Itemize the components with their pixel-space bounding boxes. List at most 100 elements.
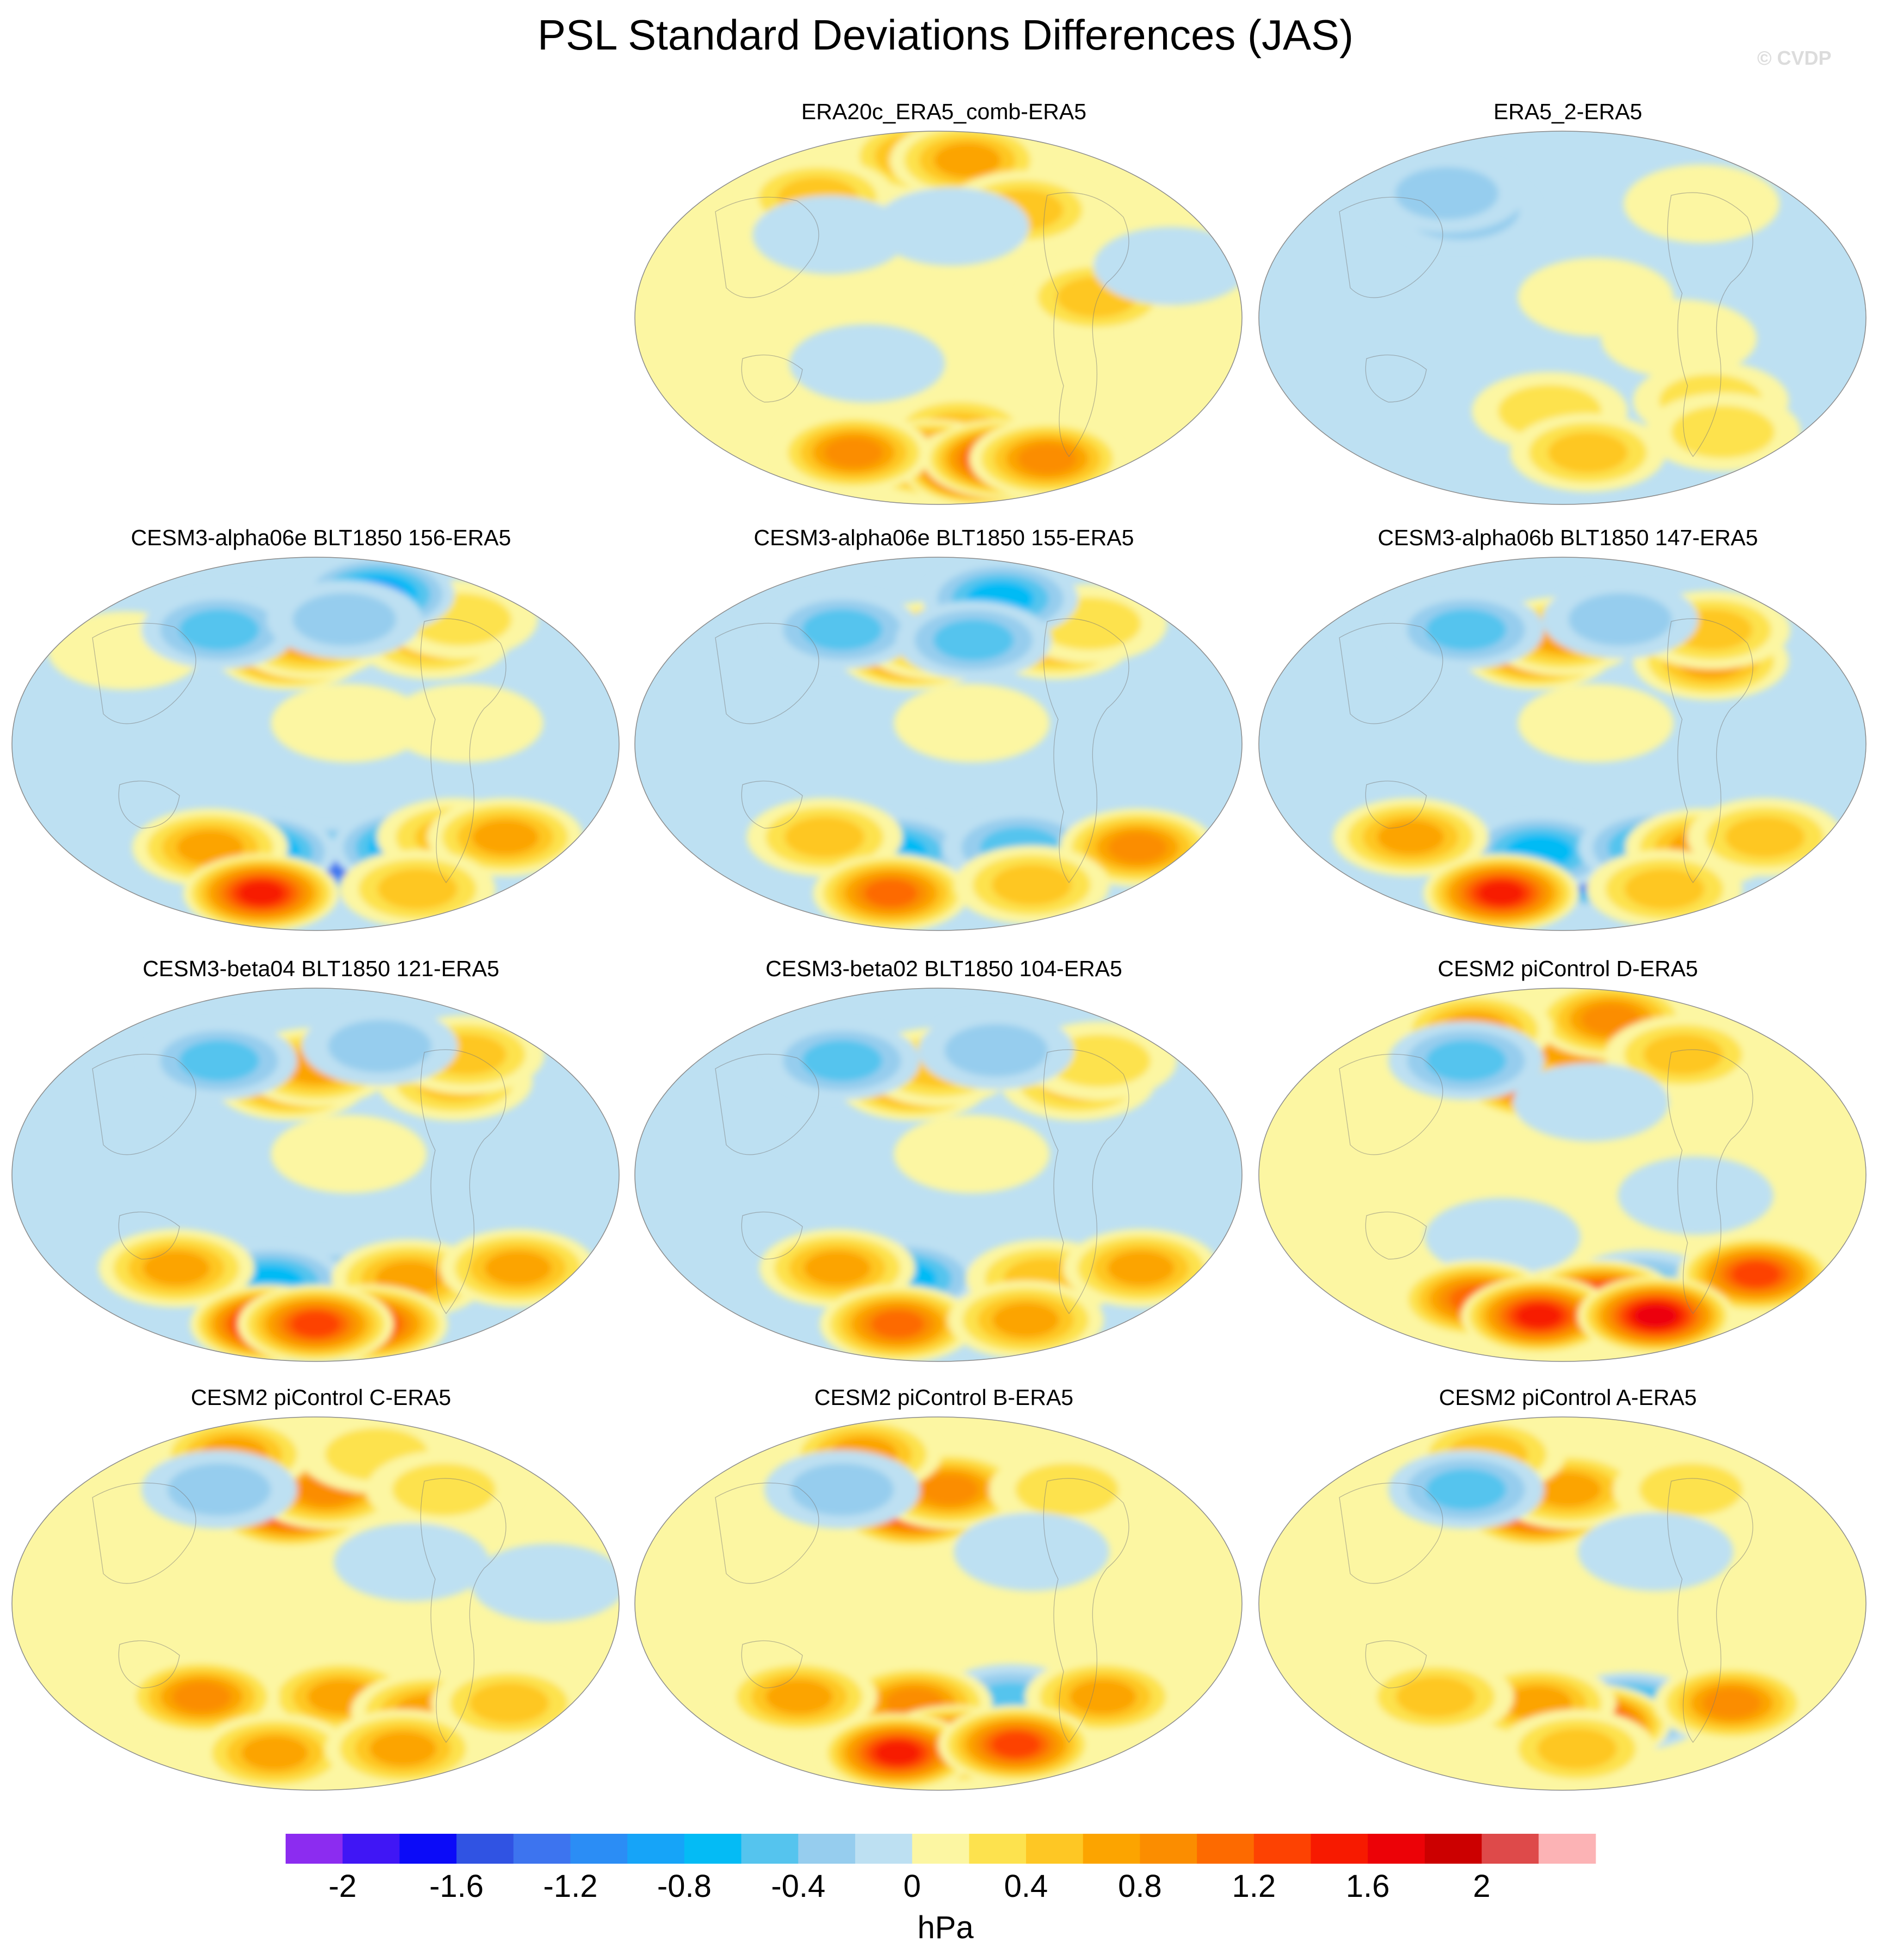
- colorbar-tick-label: 0.8: [1118, 1869, 1162, 1904]
- anomaly-contour: [1513, 1063, 1669, 1142]
- anomaly-contour: [176, 830, 244, 865]
- anomaly-contour: [1093, 226, 1242, 305]
- map-border: [11, 557, 620, 931]
- anomaly-contour: [1537, 1728, 1617, 1770]
- anomaly-contour: [291, 1311, 340, 1337]
- anomaly-contour: [894, 683, 1050, 762]
- anomaly-contour: [1069, 1679, 1136, 1715]
- anomaly-contour: [802, 609, 882, 650]
- anomaly-contour: [1479, 881, 1524, 905]
- anomaly-contour: [1643, 1034, 1723, 1075]
- anomaly-contour: [875, 1741, 920, 1765]
- colorbar-tick-label: -0.4: [771, 1869, 826, 1904]
- colorbar-box: [1253, 1834, 1312, 1864]
- coastline: [92, 1049, 506, 1315]
- map-border: [1258, 557, 1867, 931]
- anomaly-contour: [271, 1114, 427, 1193]
- anomaly-contour: [1624, 868, 1705, 910]
- anomaly-contour: [472, 819, 539, 855]
- anomaly-contour: [1601, 299, 1757, 378]
- anomaly-contour: [179, 1040, 259, 1081]
- map-panel-beta04-121: CESM3-beta04 BLT1850 121-ERA5: [11, 952, 631, 1382]
- map-border: [1258, 1416, 1867, 1791]
- anomaly-contour: [469, 1682, 549, 1724]
- anomaly-contour: [944, 1024, 1048, 1077]
- anomaly-contour: [752, 195, 909, 274]
- map-era5-2: [1258, 131, 1867, 505]
- map-picontrol-d: [1258, 988, 1867, 1362]
- map-panel-era20c: ERA20c_ERA5_comb-ERA5: [634, 95, 1254, 525]
- anomaly-contour: [789, 324, 946, 403]
- anomaly-contour: [168, 1463, 271, 1516]
- colorbar-box: [1140, 1834, 1197, 1864]
- panel-title: CESM3-beta04 BLT1850 121-ERA5: [143, 956, 499, 981]
- map-alpha06e-155: [634, 557, 1243, 931]
- anomaly-contour: [328, 1020, 431, 1073]
- map-picontrol-a: [1258, 1416, 1867, 1791]
- anomaly-contour: [1018, 443, 1077, 474]
- colorbar-box: [513, 1834, 571, 1864]
- anomaly-contour: [864, 879, 917, 907]
- map-picontrol-c: [11, 1416, 620, 1791]
- map-era20c: [634, 131, 1243, 505]
- colorbar-box: [1311, 1834, 1368, 1864]
- anomaly-contour: [1725, 816, 1805, 858]
- anomaly-contour: [1568, 593, 1672, 646]
- map-panel-picontrol-d: CESM2 piControl D-ERA5: [1258, 952, 1878, 1382]
- panel-title: CESM2 piControl C-ERA5: [190, 1385, 452, 1410]
- anomaly-contour: [293, 593, 396, 646]
- anomaly-contour: [172, 1681, 231, 1712]
- colorbar-box: [1083, 1834, 1140, 1864]
- anomaly-contour: [894, 1114, 1050, 1193]
- anomaly-contour: [1732, 1261, 1781, 1287]
- anomaly-contour: [1518, 683, 1674, 762]
- anomaly-contour: [804, 1250, 871, 1286]
- map-beta02-104: [634, 988, 1243, 1362]
- colorbar-box: [286, 1834, 343, 1864]
- map-border: [1258, 988, 1867, 1362]
- colorbar-box: [456, 1834, 514, 1864]
- anomaly-contour: [1426, 609, 1506, 650]
- anomaly-contour: [471, 1543, 619, 1622]
- map-alpha06e-156: [11, 557, 620, 931]
- colorbar-box: [1368, 1834, 1425, 1864]
- coastline: [715, 192, 1129, 458]
- panel-title: CESM3-beta02 BLT1850 104-ERA5: [765, 956, 1122, 981]
- colorbar-tick-label: 1.2: [1232, 1869, 1276, 1904]
- anomaly-contour: [241, 1735, 308, 1770]
- coastline: [715, 1049, 1129, 1315]
- anomaly-contour: [871, 1310, 924, 1338]
- colorbar-tick-label: 0.4: [1004, 1869, 1048, 1904]
- anomaly-contour: [1623, 164, 1779, 243]
- anomaly-contour: [333, 1523, 490, 1601]
- map-border: [11, 1416, 620, 1791]
- colorbar-tick-label: -2: [328, 1869, 357, 1904]
- map-panel-picontrol-a: CESM2 piControl A-ERA5: [1258, 1381, 1878, 1811]
- anomaly-contour: [392, 1463, 496, 1516]
- anomaly-contour: [824, 437, 883, 468]
- colorbar-tick-label: 2: [1473, 1869, 1491, 1904]
- anomaly-contour: [179, 609, 259, 650]
- coastline: [92, 1478, 506, 1743]
- map-border: [634, 988, 1243, 1362]
- colorbar-tick-label: 0: [903, 1869, 921, 1904]
- anomaly-contour: [1108, 832, 1167, 863]
- cvdp-watermark: © CVDP: [1757, 47, 1832, 69]
- anomaly-contour: [784, 816, 865, 858]
- panel-title: ERA5_2-ERA5: [1493, 99, 1642, 124]
- anomaly-contour: [271, 683, 427, 762]
- anomaly-contour: [934, 143, 1001, 177]
- anomaly-contour: [802, 1040, 882, 1081]
- anomaly-contour: [1634, 1304, 1677, 1327]
- anomaly-contour: [1395, 167, 1499, 220]
- anomaly-contour: [765, 1679, 833, 1715]
- colorbar-box: [798, 1834, 856, 1864]
- panel-title: CESM2 piControl A-ERA5: [1439, 1385, 1697, 1410]
- map-alpha06b-147: [1258, 557, 1867, 931]
- coastline: [1339, 618, 1753, 884]
- anomaly-contour: [1377, 819, 1444, 855]
- colorbar-tick-label: -1.2: [543, 1869, 598, 1904]
- map-border: [1258, 131, 1867, 505]
- map-border: [11, 988, 620, 1362]
- panel-title: CESM2 piControl B-ERA5: [814, 1385, 1074, 1410]
